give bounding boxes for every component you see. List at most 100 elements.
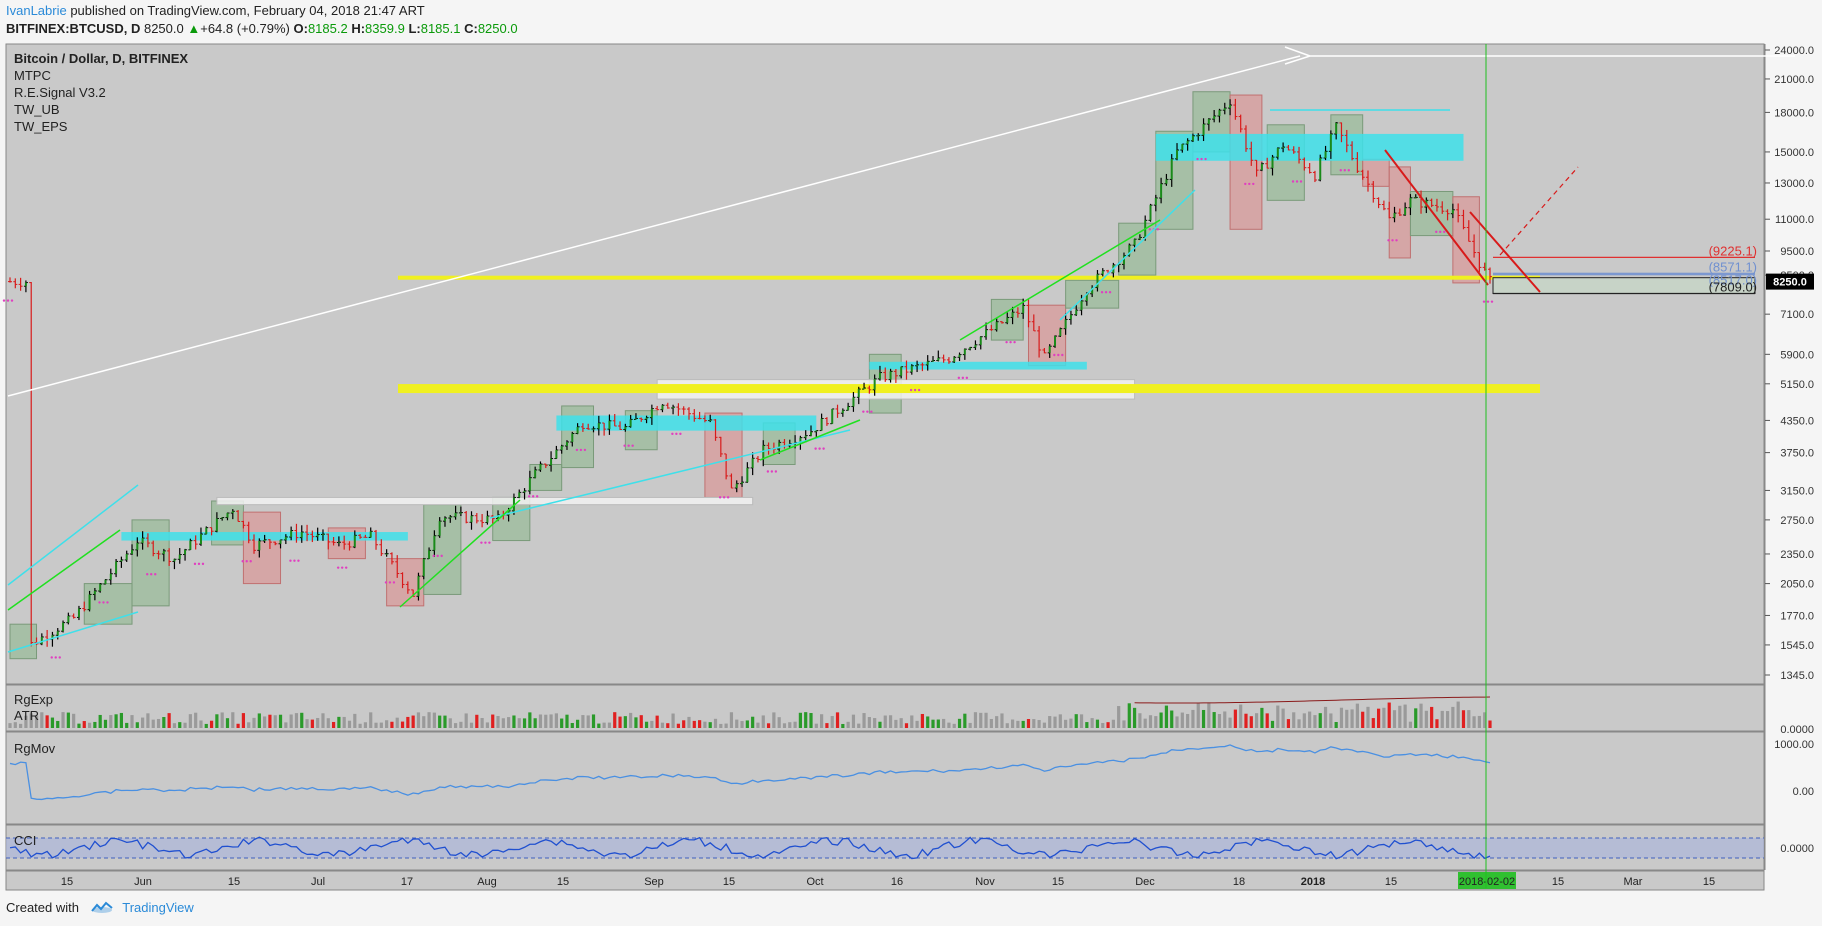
price-bar-body: [672, 407, 675, 409]
volume-bar: [989, 718, 993, 728]
price-bar-body: [592, 428, 595, 430]
price-bar-body: [353, 535, 356, 547]
volume-bar: [225, 718, 230, 728]
price-bar-body: [136, 543, 139, 550]
x-tick-label: 15: [228, 876, 240, 888]
volume-bar: [1408, 721, 1413, 728]
publish-info: published on TradingView.com, February 0…: [66, 3, 425, 18]
chart-title: Bitcoin / Dollar, D, BITFINEX: [14, 51, 189, 66]
indicator-tw-ub[interactable]: TW_UB: [14, 102, 60, 117]
signal-dot: [1299, 180, 1303, 183]
rgmov-panel[interactable]: [5, 731, 1765, 825]
volume-bar: [618, 716, 622, 728]
price-bar-body: [534, 469, 537, 478]
tradingview-link[interactable]: TradingView: [122, 900, 194, 915]
volume-bar: [247, 722, 251, 728]
volume-bar: [1223, 711, 1227, 728]
author-link[interactable]: IvanLabrie: [6, 3, 67, 18]
price-change: +64.8 (+0.79%): [200, 21, 290, 36]
high-label: H:: [351, 21, 366, 36]
cyan-arrow-line: [7, 484, 139, 586]
volume-bar: [1297, 719, 1301, 728]
volume-bar: [427, 712, 431, 728]
volume-bar: [841, 723, 845, 728]
price-bar-body: [1138, 237, 1141, 240]
signal-dot: [1061, 353, 1064, 357]
volume-bar: [554, 713, 558, 728]
volume-bar: [1334, 721, 1338, 728]
indicator-mtpc[interactable]: MTPC: [14, 68, 51, 83]
price-bar-body: [1282, 147, 1285, 149]
volume-bar: [1117, 706, 1121, 728]
volume-bar: [300, 712, 304, 728]
signal-dot: [909, 388, 913, 392]
volume-bar: [894, 719, 898, 728]
volume-bar: [1074, 714, 1078, 728]
signal-dot: [870, 410, 873, 413]
price-bar-body: [279, 539, 282, 544]
volume-bar: [385, 720, 389, 728]
price-bar-body: [1213, 115, 1216, 120]
x-tick-label: 17: [401, 876, 413, 888]
signal-dot: [671, 432, 674, 436]
volume-bar: [188, 714, 192, 728]
cci-label[interactable]: CCI: [14, 833, 37, 848]
volume-bar: [316, 717, 320, 728]
atr-label[interactable]: ATR: [14, 708, 40, 723]
cyan-arrow-line: [1059, 189, 1196, 321]
price-bar-body: [831, 408, 834, 424]
volume-bar: [1260, 707, 1264, 728]
volume-bar: [740, 721, 744, 728]
price-bar-body: [1223, 108, 1226, 111]
price-bar-body: [974, 344, 977, 348]
x-tick-label: Jul: [311, 876, 325, 888]
volume-bar: [1281, 708, 1285, 728]
price-bar-body: [300, 532, 303, 538]
signal-dot: [241, 560, 244, 563]
volume-bar: [904, 723, 909, 728]
volume-bar: [1414, 708, 1418, 728]
volume-bar: [639, 715, 643, 728]
volume-bar: [305, 719, 309, 728]
signal-dot: [193, 562, 197, 566]
signal-dot: [50, 656, 53, 659]
time-axis[interactable]: [5, 870, 1765, 891]
price-bar-body: [258, 540, 261, 551]
signal-dot: [392, 581, 396, 584]
volume-bar: [130, 715, 134, 728]
price-bar-body: [443, 518, 446, 522]
y-tick-label: 1770.0: [1780, 610, 1814, 622]
volume-bar: [119, 712, 123, 728]
x-tick-label: 15: [1552, 876, 1564, 888]
volume-bar: [1233, 709, 1237, 728]
price-bar-body: [428, 550, 431, 559]
volume-bar: [289, 714, 293, 728]
price-bar-body: [608, 420, 611, 430]
price-bar-body: [178, 554, 181, 560]
rgmov-tick-label: 1000.00: [1774, 739, 1814, 751]
volume-bar: [1042, 722, 1047, 728]
rgmov-label[interactable]: RgMov: [14, 741, 56, 756]
volume-bar: [438, 715, 442, 728]
volume-bar: [1387, 702, 1391, 728]
volume-bar: [209, 720, 214, 728]
high-value: 8359.9: [365, 21, 405, 36]
indicator-tw-eps[interactable]: TW_EPS: [14, 119, 68, 134]
volume-bar: [867, 717, 871, 728]
price-bar-body: [56, 631, 59, 636]
volume-bar: [570, 722, 574, 728]
price-bar-body: [184, 549, 187, 555]
signal-dot: [1486, 300, 1490, 303]
signal-dot: [675, 432, 678, 436]
volume-bar: [761, 715, 765, 728]
rgexp-label[interactable]: RgExp: [14, 692, 54, 707]
signal-dot: [1148, 228, 1152, 231]
volume-bar: [623, 716, 627, 728]
price-bar-body: [1271, 157, 1274, 169]
volume-bar: [920, 713, 925, 728]
volume-bar: [591, 714, 596, 728]
cci-tick-label: 0.0000: [1780, 843, 1814, 855]
indicator-resignal[interactable]: R.E.Signal V3.2: [14, 85, 106, 100]
signal-dot: [866, 410, 869, 413]
